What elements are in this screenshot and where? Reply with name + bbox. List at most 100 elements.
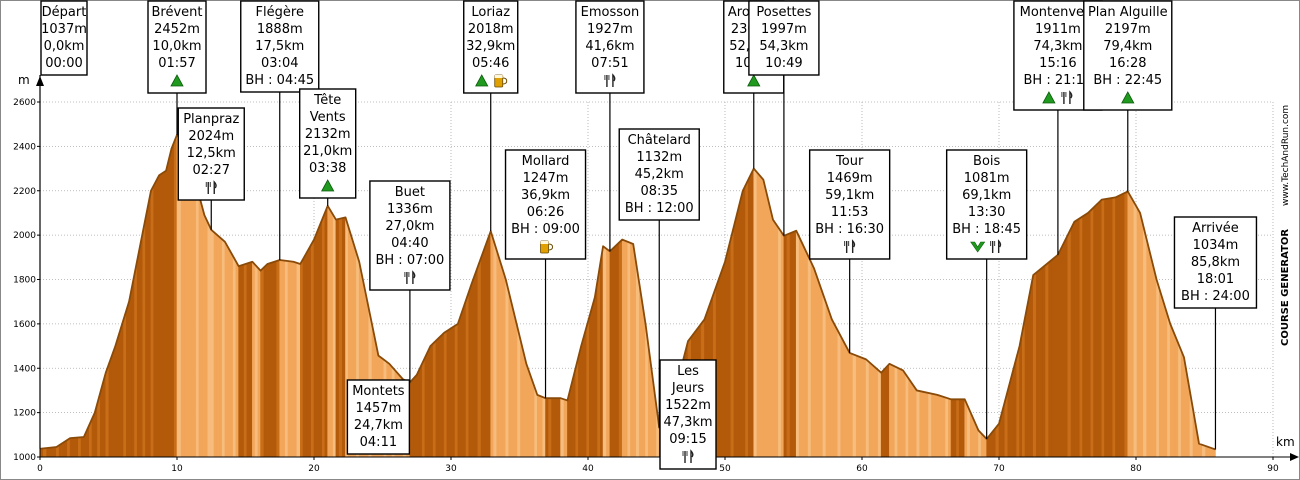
profile-segment xyxy=(419,363,423,458)
profile-segment xyxy=(69,437,74,458)
profile-segment xyxy=(539,395,544,458)
checkpoint-box xyxy=(1173,216,1258,309)
checkpoint-text: 1132m xyxy=(636,150,682,165)
profile-segment xyxy=(474,266,479,458)
checkpoint-text: 1888m xyxy=(257,22,303,37)
checkpoint-text: Tête xyxy=(313,93,341,108)
checkpoint-box xyxy=(369,180,451,291)
checkpoint-text: 24,7km xyxy=(354,418,403,433)
profile-segment xyxy=(523,351,527,458)
profile-segment xyxy=(235,260,239,458)
food-icon xyxy=(682,449,694,463)
checkpoint-text: Plan Alguille xyxy=(1088,5,1168,20)
checkpoint-text: Tour xyxy=(835,154,864,169)
profile-segment xyxy=(747,173,752,458)
profile-segment xyxy=(243,263,248,458)
checkpoint-text: BH : 24:00 xyxy=(1181,289,1250,304)
profile-segment xyxy=(1115,195,1119,458)
profile-segment xyxy=(207,222,212,458)
profile-segment xyxy=(293,261,298,458)
profile-segment xyxy=(846,347,850,458)
checkpoint-text: 16:28 xyxy=(1109,56,1146,71)
summit-icon xyxy=(321,179,335,192)
profile-segment xyxy=(750,168,755,458)
profile-segment xyxy=(1082,214,1086,458)
profile-segment xyxy=(589,306,593,458)
checkpoint-text: Bois xyxy=(973,154,1000,169)
checkpoint-text: Vents xyxy=(310,110,346,125)
profile-segment xyxy=(284,260,289,458)
checkpoint-text: BH : 12:00 xyxy=(625,201,694,216)
profile-segment xyxy=(778,226,782,458)
profile-segment xyxy=(452,325,456,458)
profile-segment xyxy=(891,364,896,458)
profile-segment xyxy=(471,275,476,458)
profile-segment xyxy=(430,342,434,458)
profile-segment xyxy=(511,303,515,458)
checkpoint-text: 1457m xyxy=(356,401,402,416)
profile-segment xyxy=(900,368,904,458)
food-icon xyxy=(844,239,856,253)
profile-segment xyxy=(316,225,320,458)
x-tick-label: 60 xyxy=(856,464,868,474)
y-tick-label: 1200 xyxy=(13,409,36,419)
profile-segment xyxy=(484,239,488,458)
checkpoint-label: Buet 1336m 27,0km 04:40 BH : 07:00 xyxy=(369,180,451,383)
profile-segment xyxy=(928,392,932,458)
profile-segment xyxy=(783,234,788,458)
profile-segment xyxy=(1057,248,1062,458)
summit-icon xyxy=(1121,91,1135,104)
checkpoint-text: 2132m xyxy=(305,127,351,142)
profile-segment xyxy=(75,437,79,458)
profile-segment xyxy=(139,232,144,458)
profile-segment xyxy=(230,250,234,458)
profile-segment xyxy=(162,170,167,458)
x-tick-label: 50 xyxy=(719,464,731,474)
profile-segment xyxy=(508,291,512,458)
checkpoint-text: 1911m xyxy=(1035,22,1081,37)
profile-segment xyxy=(427,345,431,458)
profile-segment xyxy=(424,351,429,458)
profile-segment xyxy=(156,175,160,458)
profile-segment xyxy=(551,397,555,458)
profile-segment xyxy=(520,339,524,458)
profile-segment xyxy=(173,134,178,458)
profile-segment xyxy=(916,390,921,458)
profile-segment xyxy=(319,219,323,458)
profile-segment xyxy=(273,260,277,458)
y-tick-label: 1600 xyxy=(13,320,36,330)
profile-segment xyxy=(630,242,634,458)
checkpoint-text: 05:46 xyxy=(472,56,509,71)
profile-segment xyxy=(880,368,885,458)
profile-segment xyxy=(1036,269,1040,458)
checkpoint-text: 27,0km xyxy=(385,219,434,234)
profile-segment xyxy=(775,222,779,458)
checkpoint-text: 85,8km xyxy=(1191,255,1240,270)
profile-segment xyxy=(545,397,549,458)
profile-segment xyxy=(780,230,785,458)
profile-segment xyxy=(1039,266,1043,458)
checkpoint-label: Posettes 1997m 54,3km 10:49 xyxy=(748,0,820,236)
checkpoint-text: 1081m xyxy=(964,171,1010,186)
food-icon xyxy=(990,239,1002,253)
profile-segment xyxy=(1121,192,1125,458)
checkpoint-text: BH : 21:15 xyxy=(1024,73,1093,88)
checkpoint-label: Mollard 1247m 36,9km 06:26 BH : 09:00 xyxy=(504,149,587,399)
checkpoint-label: Arrivée 1034m 85,8km 18:01 BH : 24:00 xyxy=(1173,216,1258,450)
profile-segment xyxy=(813,268,818,458)
profile-segment xyxy=(822,293,827,458)
profile-segment xyxy=(1133,201,1138,458)
profile-segment xyxy=(147,190,152,458)
checkpoint-label: Bois 1081m 69,1km 13:30 BH : 18:45 xyxy=(945,149,1028,440)
profile-segment xyxy=(136,246,141,458)
checkpoint-text: BH : 09:00 xyxy=(511,222,580,237)
profile-segment xyxy=(1158,288,1163,458)
profile-segment xyxy=(238,264,242,458)
credit-block: COURSE GENERATOR www.TechAndRun.com xyxy=(1280,105,1291,346)
profile-segment xyxy=(78,436,82,458)
checkpoint-text: 59,1km xyxy=(825,188,874,203)
summit-icon xyxy=(1042,91,1056,104)
profile-segment xyxy=(432,340,437,458)
profile-segment xyxy=(72,437,76,458)
profile-segment xyxy=(153,180,157,458)
